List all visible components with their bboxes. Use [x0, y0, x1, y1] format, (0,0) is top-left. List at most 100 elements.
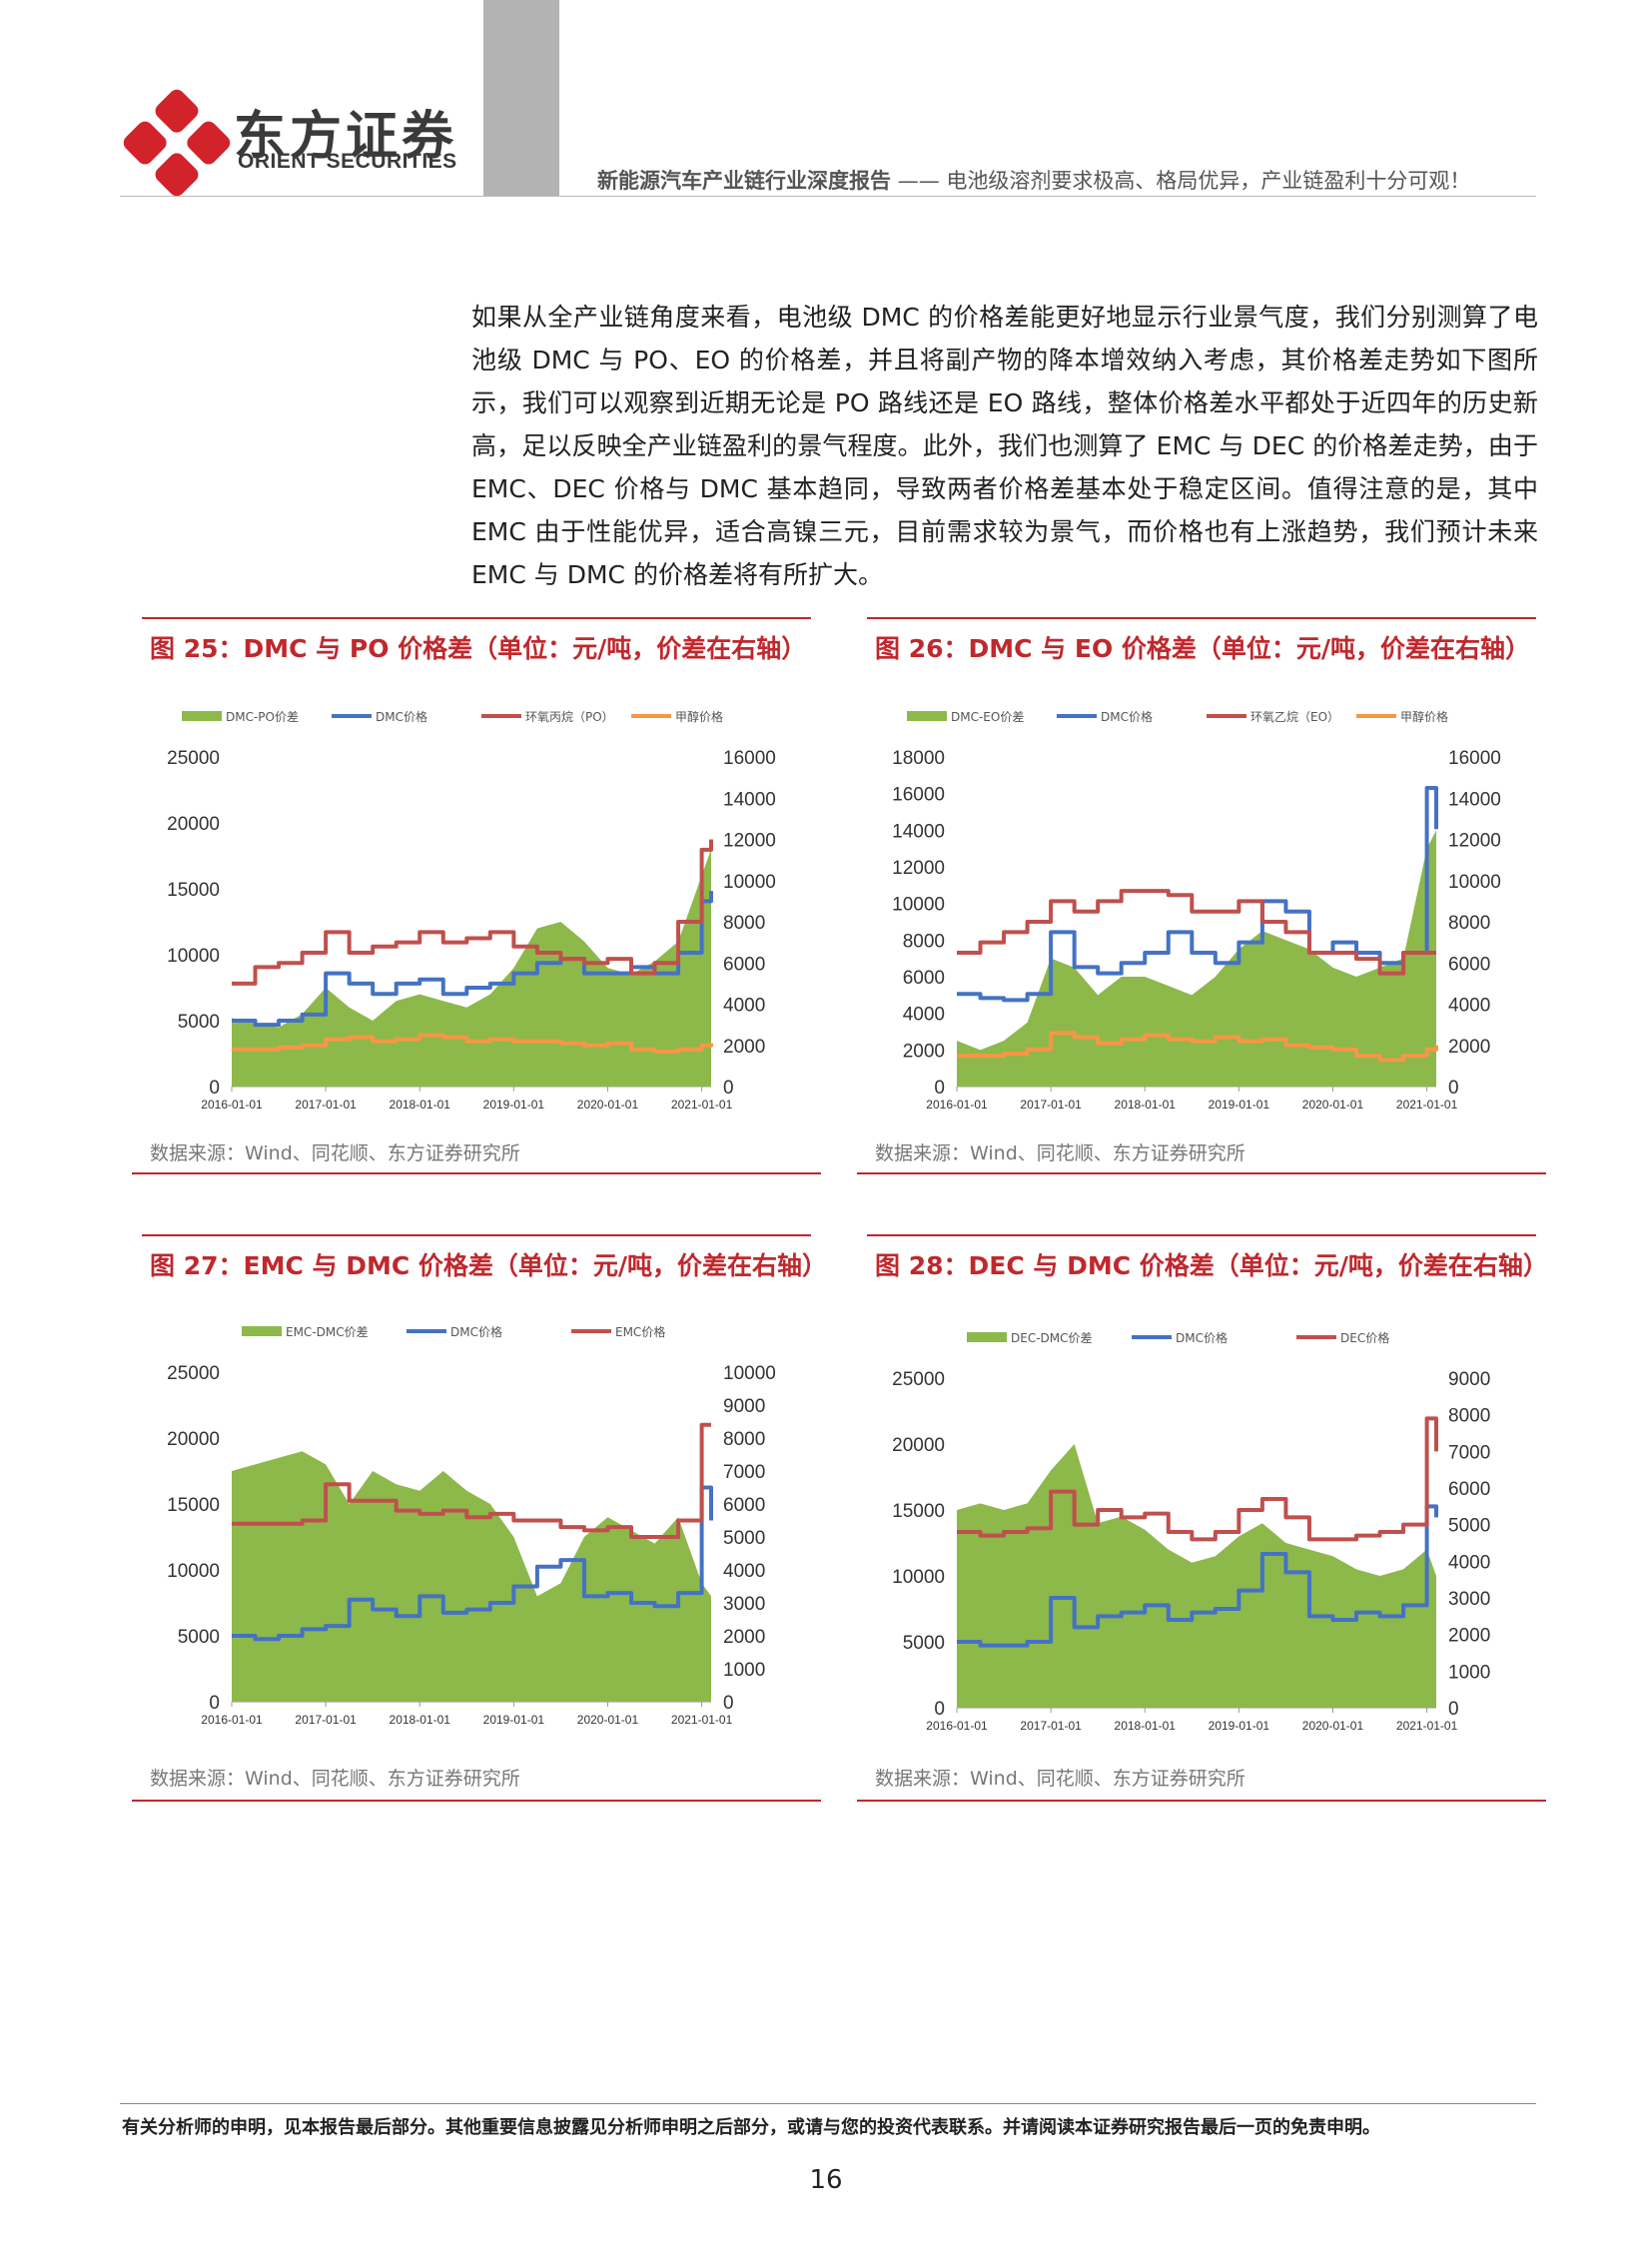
- logo-english-name: ORIENT SECURITIES: [238, 150, 457, 174]
- y-right-tick-label: 4000: [723, 996, 765, 1017]
- figure-title: 图 25：DMC 与 PO 价格差（单位：元/吨，价差在右轴）: [150, 629, 806, 665]
- y-left-tick-label: 10000: [167, 1561, 220, 1582]
- y-right-tick-label: 12000: [1448, 831, 1501, 852]
- y-left-tick-label: 15000: [167, 880, 220, 901]
- y-right-tick-label: 6000: [1448, 954, 1490, 975]
- legend-label: DMC-PO价差: [226, 710, 299, 724]
- y-left-tick-label: 0: [209, 1693, 220, 1714]
- y-right-tick-label: 0: [1448, 1078, 1459, 1099]
- footer-disclaimer: 有关分析师的申明，见本报告最后部分。其他重要信息披露见分析师申明之后部分，或请与…: [122, 2113, 1380, 2139]
- page-number: 16: [0, 2165, 1652, 2195]
- figure-26: 图 26：DMC 与 EO 价格差（单位：元/吨，价差在右轴） DMC-EO价差…: [857, 617, 1546, 1176]
- y-right-tick-label: 4000: [1448, 996, 1490, 1017]
- legend-label: 甲醇价格: [675, 709, 723, 724]
- figure-28: 图 28：DEC 与 DMC 价格差（单位：元/吨，价差在右轴） DEC-DMC…: [857, 1234, 1546, 1804]
- y-left-tick-label: 15000: [892, 1501, 945, 1522]
- y-right-tick-label: 6000: [723, 1495, 765, 1516]
- y-left-tick-label: 25000: [167, 748, 220, 769]
- x-tick-label: 2020-01-01: [577, 1098, 639, 1112]
- y-left-tick-label: 8000: [903, 931, 945, 952]
- y-left-tick-label: 20000: [892, 1435, 945, 1456]
- y-right-tick-label: 5000: [723, 1528, 765, 1549]
- y-right-tick-label: 16000: [723, 748, 776, 769]
- spread-area-series: [957, 1444, 1436, 1708]
- y-left-tick-label: 6000: [903, 968, 945, 989]
- y-right-tick-label: 8000: [723, 1429, 765, 1450]
- orient-securities-logo-icon: [122, 88, 232, 198]
- x-tick-label: 2017-01-01: [1020, 1719, 1082, 1733]
- chart-dec-dmc-spread: DEC-DMC价差 DMC价格 DEC价格050001000015000200002…: [857, 1318, 1546, 1758]
- x-tick-label: 2017-01-01: [295, 1098, 357, 1112]
- y-right-tick-label: 8000: [1448, 1406, 1490, 1427]
- y-right-tick-label: 7000: [1448, 1442, 1490, 1463]
- report-title: 新能源汽车产业链行业深度报告: [597, 169, 891, 193]
- y-left-tick-label: 12000: [892, 858, 945, 879]
- price-line-series: [957, 891, 1436, 974]
- chart-emc-dmc-spread: EMC-DMC价差 DMC价格 EMC价格050001000015000200002…: [132, 1312, 821, 1752]
- x-tick-label: 2017-01-01: [295, 1713, 357, 1727]
- y-right-tick-label: 7000: [723, 1462, 765, 1483]
- y-right-tick-label: 3000: [1448, 1589, 1490, 1610]
- figure-source: 数据来源：Wind、同花顺、东方证券研究所: [875, 1764, 1245, 1791]
- legend-label: DEC价格: [1340, 1330, 1389, 1345]
- y-left-tick-label: 20000: [167, 814, 220, 835]
- x-tick-label: 2020-01-01: [577, 1713, 639, 1727]
- header-divider: [120, 196, 1536, 197]
- y-right-tick-label: 1000: [723, 1660, 765, 1681]
- y-right-tick-label: 4000: [1448, 1552, 1490, 1573]
- figure-25: 图 25：DMC 与 PO 价格差（单位：元/吨，价差在右轴） DMC-PO价差…: [132, 617, 821, 1176]
- figure-title-rule: [867, 617, 1536, 619]
- y-right-tick-label: 14000: [723, 789, 776, 810]
- body-paragraph: 如果从全产业链角度来看，电池级 DMC 的价格差能更好地显示行业景气度，我们分别…: [471, 296, 1538, 596]
- figure-title-rule: [867, 1234, 1536, 1236]
- figure-title: 图 26：DMC 与 EO 价格差（单位：元/吨，价差在右轴）: [875, 629, 1530, 665]
- y-left-tick-label: 0: [934, 1078, 945, 1099]
- legend-label: EMC价格: [615, 1324, 665, 1339]
- footer-divider: [120, 2103, 1536, 2104]
- y-right-tick-label: 0: [1448, 1699, 1459, 1720]
- figure-source: 数据来源：Wind、同花顺、东方证券研究所: [875, 1138, 1245, 1165]
- x-tick-label: 2021-01-01: [671, 1713, 733, 1727]
- y-right-tick-label: 2000: [723, 1037, 765, 1058]
- legend-label: DMC价格: [376, 709, 427, 724]
- y-right-tick-label: 8000: [723, 913, 765, 934]
- x-tick-label: 2019-01-01: [483, 1713, 545, 1727]
- legend-label: DMC价格: [450, 1324, 502, 1339]
- y-left-tick-label: 14000: [892, 821, 945, 842]
- legend-swatch: [907, 711, 947, 721]
- y-right-tick-label: 14000: [1448, 789, 1501, 810]
- x-tick-label: 2018-01-01: [1115, 1098, 1177, 1112]
- x-tick-label: 2020-01-01: [1302, 1098, 1364, 1112]
- x-tick-label: 2018-01-01: [390, 1713, 451, 1727]
- figure-bottom-rule: [132, 1800, 821, 1802]
- legend-label: DEC-DMC价差: [1011, 1331, 1093, 1345]
- legend-swatch: [182, 711, 222, 721]
- y-right-tick-label: 9000: [1448, 1369, 1490, 1390]
- chart-dmc-eo-spread: DMC-EO价差 DMC价格 环氧乙烷（EO） 甲醇价格 0 2000 4000 6000 80…: [857, 697, 1546, 1136]
- figure-bottom-rule: [857, 1800, 1546, 1802]
- y-left-tick-label: 4000: [903, 1005, 945, 1026]
- x-tick-label: 2019-01-01: [1209, 1719, 1270, 1733]
- y-right-tick-label: 2000: [723, 1627, 765, 1648]
- y-left-tick-label: 18000: [892, 748, 945, 769]
- figure-title: 图 27：EMC 与 DMC 价格差（单位：元/吨，价差在右轴）: [150, 1246, 827, 1282]
- y-right-tick-label: 0: [723, 1693, 734, 1714]
- x-tick-label: 2018-01-01: [1115, 1719, 1177, 1733]
- y-right-tick-label: 6000: [723, 954, 765, 975]
- legend-label: DMC价格: [1176, 1330, 1228, 1345]
- x-tick-label: 2021-01-01: [1396, 1098, 1458, 1112]
- price-line-series: [957, 788, 1436, 1000]
- x-tick-label: 2018-01-01: [390, 1098, 451, 1112]
- report-subtitle: —— 电池级溶剂要求极高、格局优异，产业链盈利十分可观！: [898, 169, 1471, 193]
- y-right-tick-label: 1000: [1448, 1662, 1490, 1683]
- figure-source: 数据来源：Wind、同花顺、东方证券研究所: [150, 1764, 520, 1791]
- figure-source: 数据来源：Wind、同花顺、东方证券研究所: [150, 1138, 520, 1165]
- legend-label: DMC价格: [1101, 709, 1153, 724]
- y-right-tick-label: 2000: [1448, 1626, 1490, 1647]
- x-tick-label: 2016-01-01: [926, 1719, 988, 1733]
- x-tick-label: 2021-01-01: [1396, 1719, 1458, 1733]
- legend-swatch: [242, 1326, 282, 1336]
- legend-label: 环氧乙烷（EO）: [1250, 710, 1339, 724]
- y-right-tick-label: 6000: [1448, 1479, 1490, 1500]
- figure-title: 图 28：DEC 与 DMC 价格差（单位：元/吨，价差在右轴）: [875, 1246, 1548, 1282]
